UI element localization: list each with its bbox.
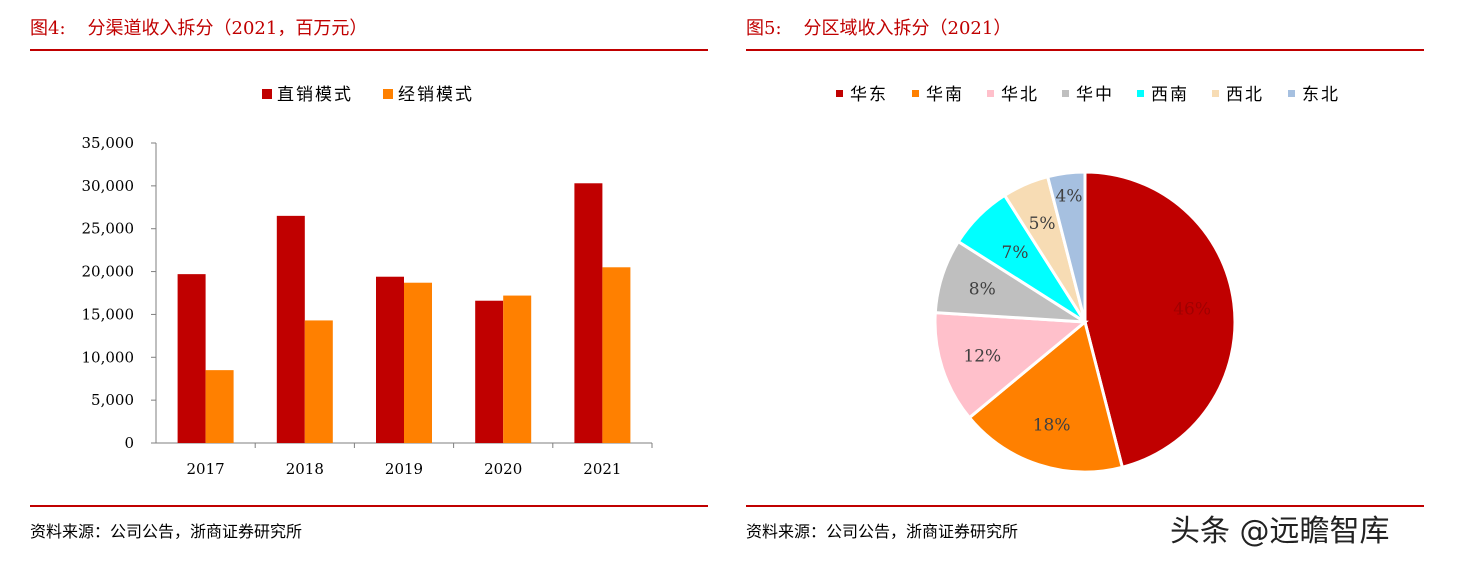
y-tick-label: 35,000 — [82, 134, 135, 152]
legend-swatch — [836, 90, 843, 97]
legend-label: 华东 — [850, 85, 888, 105]
legend-label: 经销模式 — [398, 85, 474, 105]
bar-chart-title-text: 分渠道收入拆分（2021，百万元） — [87, 18, 368, 39]
y-tick-label: 20,000 — [82, 263, 135, 281]
pie-value-label: 5% — [1029, 214, 1056, 234]
pie-value-label: 18% — [1033, 416, 1071, 436]
pie-slice-东北 — [1045, 170, 1087, 323]
legend-swatch — [262, 89, 272, 99]
bar-chart-bottom-rule — [30, 505, 708, 507]
pie-chart-top-rule — [746, 49, 1424, 51]
y-tick-label: 5,000 — [91, 391, 134, 409]
legend-label: 华北 — [1001, 85, 1039, 105]
bar-chart-figure-title: 图4: 分渠道收入拆分（2021，百万元） — [30, 14, 367, 40]
pie-chart: 46% 18% 12% 8% 7%5%4% 华东 华南 华北 华中 西南 西北 东北 — [836, 85, 1340, 474]
legend-swatch — [987, 90, 994, 97]
y-tick-label: 30,000 — [82, 177, 135, 195]
pie-chart-figure-title: 图5: 分区域收入拆分（2021） — [746, 14, 1011, 40]
legend-label: 西南 — [1151, 85, 1189, 105]
legend-label: 东北 — [1302, 85, 1340, 105]
pie-value-label: 8% — [969, 280, 996, 300]
y-tick-label: 10,000 — [82, 348, 135, 366]
legend-swatch — [383, 89, 393, 99]
legend-label: 华中 — [1076, 85, 1114, 105]
legend-swatch — [1212, 90, 1219, 97]
bar-direct-2017 — [177, 274, 206, 443]
legend-swatch — [1288, 90, 1295, 97]
bar-chart-figure-number: 图4: — [30, 18, 66, 39]
pie-slice-华南 — [967, 319, 1125, 474]
legend-label: 直销模式 — [277, 85, 353, 105]
legend-swatch — [1137, 90, 1144, 97]
bar-distribution-2017 — [205, 370, 234, 443]
x-tick-label: 2019 — [385, 460, 423, 478]
y-tick-label: 15,000 — [82, 305, 135, 323]
watermark: 头条 @远瞻智库 — [1170, 514, 1390, 549]
pie-slice-华北 — [933, 310, 1089, 420]
bar-distribution-2018 — [304, 320, 333, 443]
x-tick-label: 2018 — [286, 460, 324, 478]
pie-chart-source: 资料来源：公司公告，浙商证券研究所 — [746, 522, 1019, 541]
y-tick-label: 0 — [124, 434, 134, 452]
bar-distribution-2019 — [404, 282, 432, 443]
pie-chart-bottom-rule — [746, 505, 1424, 507]
pie-value-label: 4% — [1056, 187, 1083, 207]
bar-direct-2019 — [376, 276, 404, 443]
legend-swatch — [912, 90, 919, 97]
pie-chart-title-text: 分区域收入拆分（2021） — [803, 18, 1012, 39]
x-tick-label: 2017 — [187, 460, 225, 478]
pie-value-label: 46% — [1173, 299, 1211, 319]
bar-chart-panel: 图4: 分渠道收入拆分（2021，百万元） 0 5,000 10,000 15,000 2… — [0, 0, 708, 563]
pie-chart-panel: 图5: 分区域收入拆分（2021） 46% 18% 12% 8% 7% 5% 4% 华东 华南 华北… — [746, 0, 1426, 563]
x-tick-label: 2021 — [583, 460, 621, 478]
bar-chart: 0 5,000 10,000 15,000 20,000 25,000 30,000 35,0… — [82, 85, 653, 478]
bar-distribution-2021 — [602, 267, 631, 443]
bar-distribution-2020 — [503, 295, 532, 443]
legend-label: 西北 — [1226, 85, 1264, 105]
bar-direct-2021 — [574, 183, 603, 444]
x-tick-label: 2020 — [484, 460, 522, 478]
pie-chart-figure-number: 图5: — [746, 18, 782, 39]
pie-value-label: 12% — [963, 346, 1001, 366]
y-tick-label: 25,000 — [82, 220, 135, 238]
bar-chart-top-rule — [30, 49, 708, 51]
bar-direct-2020 — [475, 300, 504, 443]
legend-swatch — [1062, 90, 1069, 97]
pie-slice-华东 — [1083, 170, 1237, 470]
pie-value-label: 7% — [1002, 243, 1029, 263]
bar-direct-2018 — [276, 215, 305, 443]
legend-label: 华南 — [926, 85, 964, 105]
bar-chart-source: 资料来源：公司公告，浙商证券研究所 — [30, 522, 303, 541]
